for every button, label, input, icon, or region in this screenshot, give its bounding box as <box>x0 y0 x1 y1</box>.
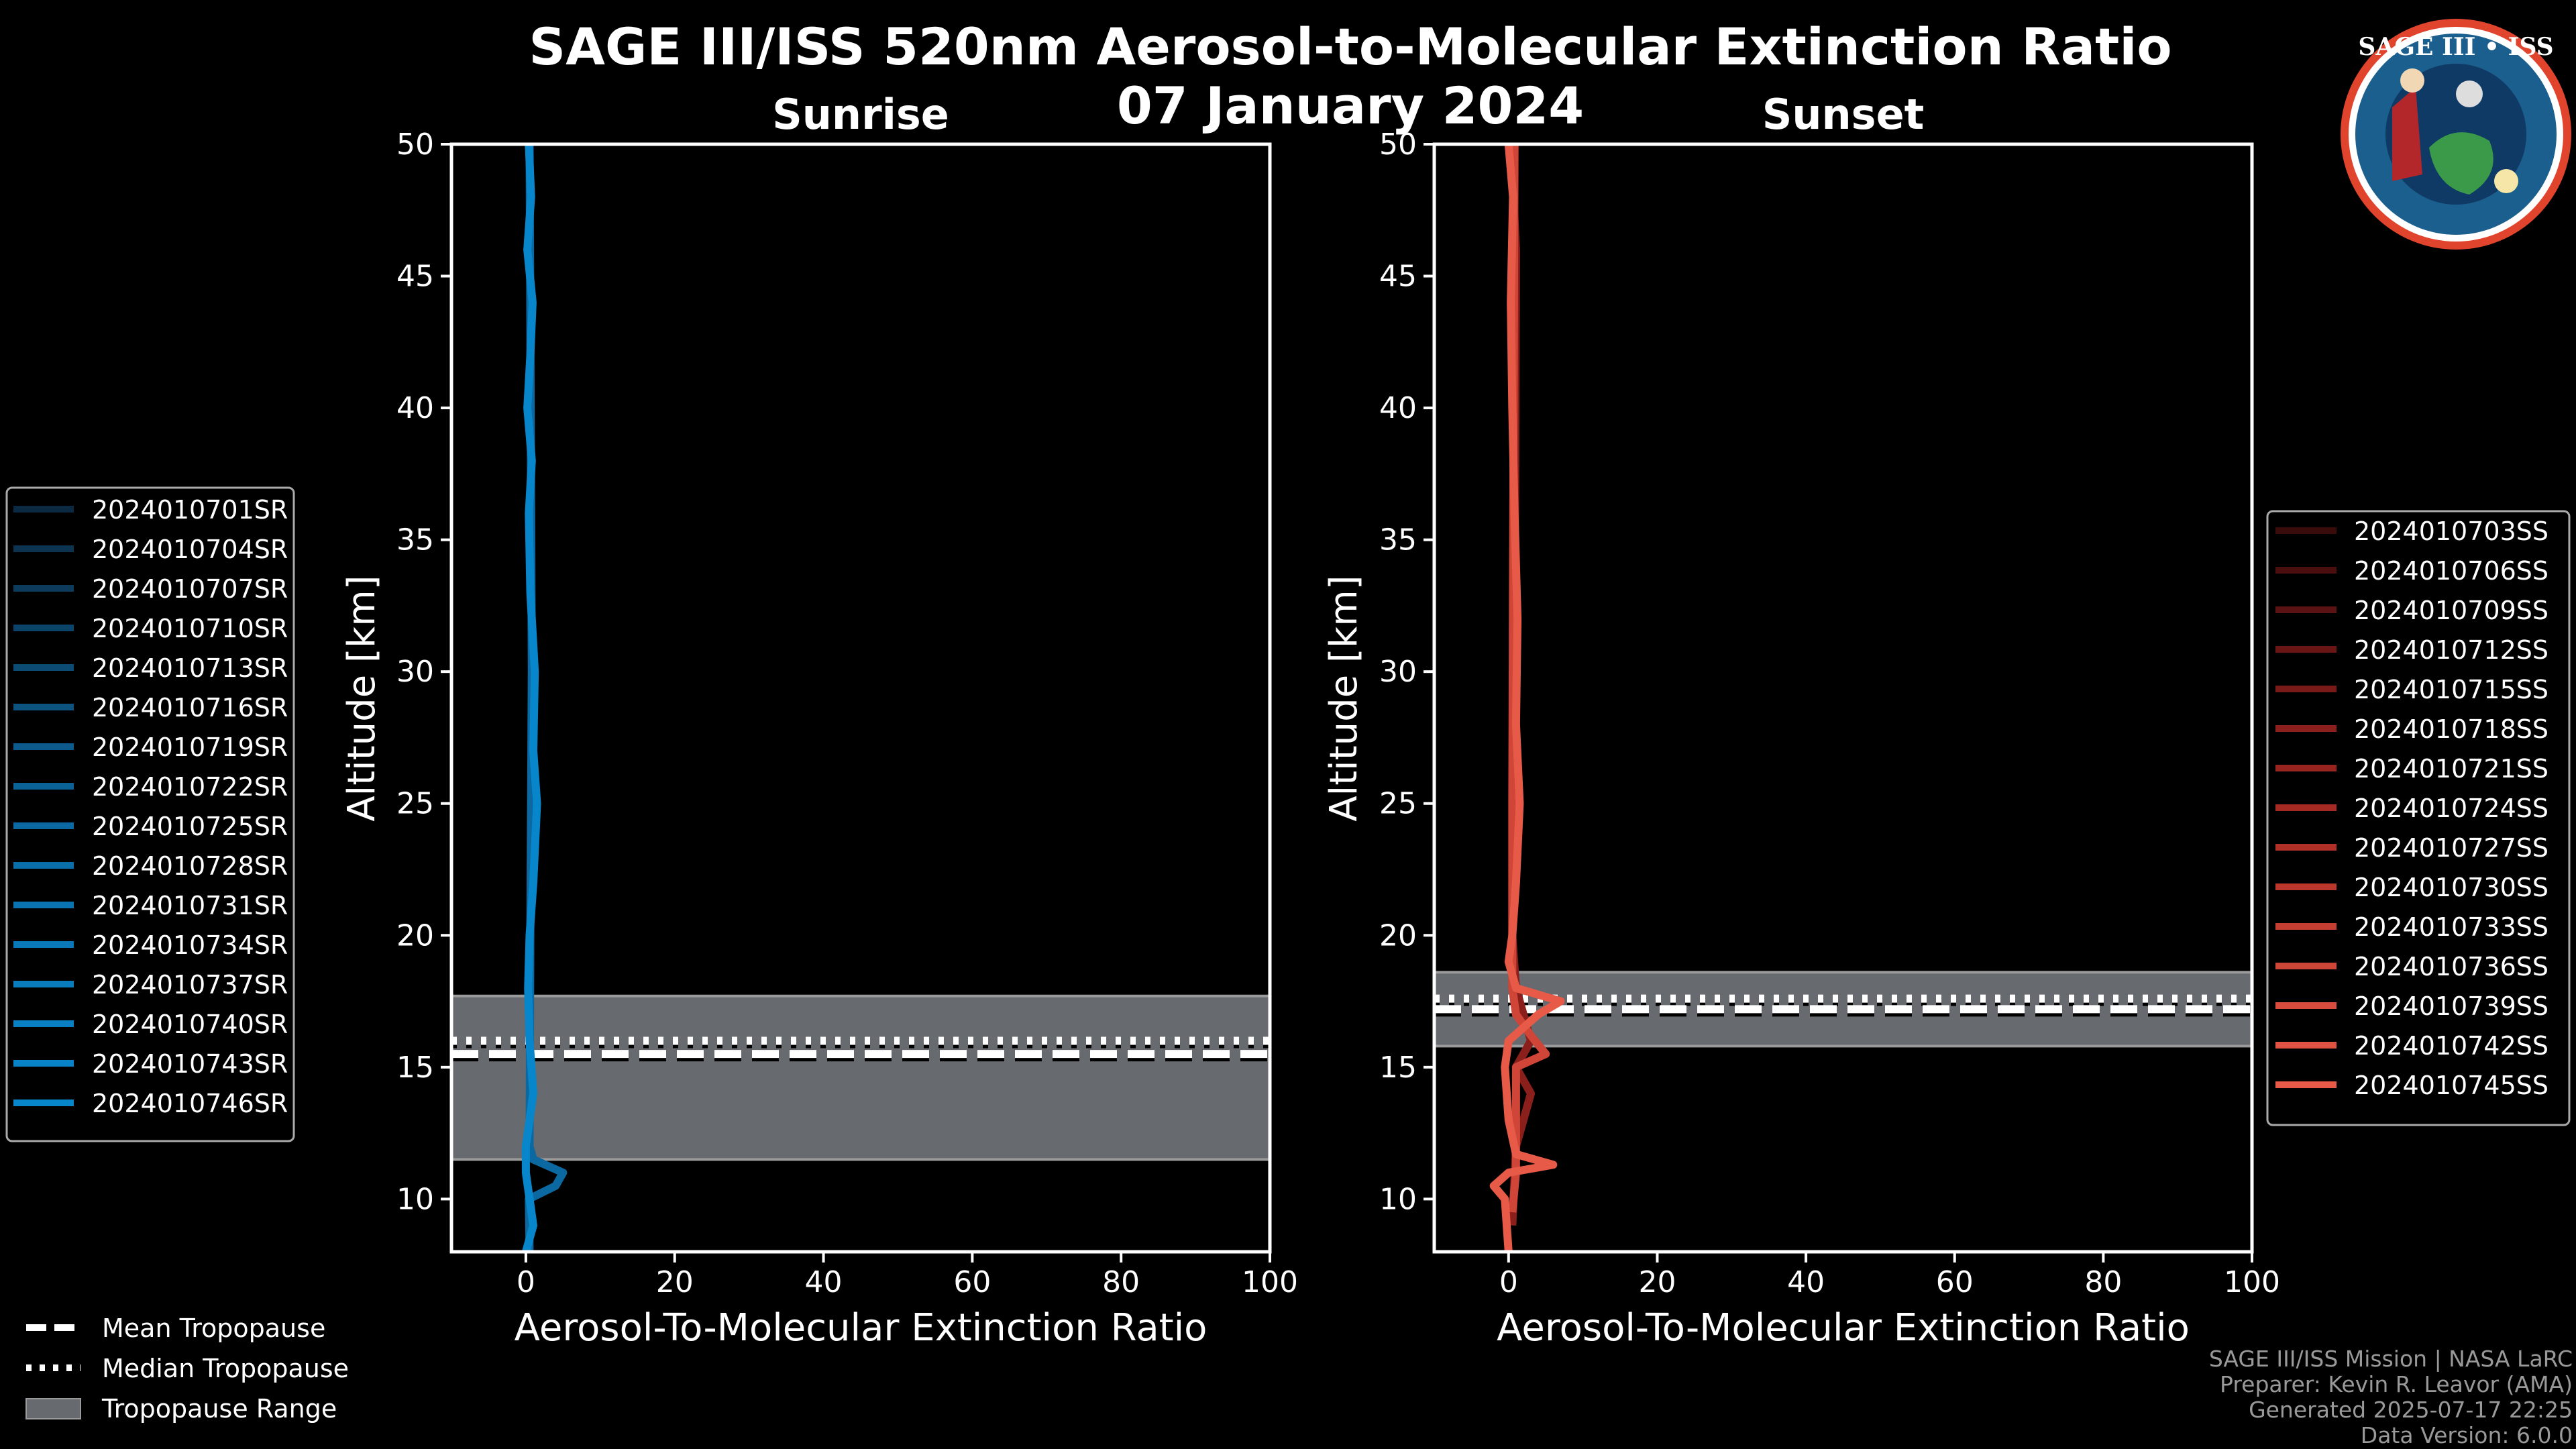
y-tick-label: 30 <box>396 655 434 689</box>
y-tick-label: 40 <box>396 391 434 425</box>
x-tick-label: 80 <box>1102 1265 1140 1299</box>
legend-label: 2024010716SR <box>92 693 288 722</box>
legend-label: 2024010730SS <box>2354 873 2548 902</box>
legend-label: Median Tropopause <box>102 1354 349 1383</box>
figure-title: SAGE III/ISS 520nm Aerosol-to-Molecular … <box>529 17 2171 76</box>
profile-2024010745SS <box>1489 144 1565 1252</box>
legend-swatch <box>25 1398 81 1419</box>
legend-label: 2024010718SS <box>2354 714 2548 744</box>
legend-label: 2024010712SS <box>2354 635 2548 665</box>
legend-label: 2024010719SR <box>92 733 288 762</box>
earth-icon <box>2429 132 2493 195</box>
tropopause-legend: Mean Tropopause Median Tropopause Tropopau… <box>25 1313 349 1424</box>
legend-label: 2024010728SR <box>92 851 288 881</box>
x-tick-label: 80 <box>2084 1265 2122 1299</box>
y-tick-label: 20 <box>396 918 434 953</box>
y-tick-label: 10 <box>1379 1182 1417 1216</box>
legend-sunrise: 2024010701SR 2024010704SR 2024010707SR 2024… <box>5 486 295 1142</box>
legend-label: 2024010733SS <box>2354 912 2548 942</box>
subplot-title: Sunset <box>1762 90 1925 139</box>
legend-label: 2024010715SS <box>2354 675 2548 704</box>
x-tick-label: 100 <box>2224 1265 2280 1299</box>
figure-icon <box>2392 87 2422 181</box>
footer-line: Generated 2025-07-17 22:25 <box>2249 1397 2573 1423</box>
figure-date: 07 January 2024 <box>1117 76 1584 136</box>
logo-text: SAGE III • ISS <box>2358 33 2553 61</box>
y-tick-label: 15 <box>1379 1051 1417 1085</box>
legend-label: 2024010739SS <box>2354 991 2548 1021</box>
legend-label: 2024010725SR <box>92 812 288 841</box>
x-tick-label: 20 <box>656 1265 694 1299</box>
subplot-title: Sunrise <box>772 90 949 139</box>
legend-label: 2024010721SS <box>2354 754 2548 784</box>
y-tick-label: 20 <box>1379 918 1417 953</box>
y-tick-label: 50 <box>1379 127 1417 162</box>
x-tick-label: 100 <box>1242 1265 1298 1299</box>
legend-label: 2024010736SS <box>2354 952 2548 981</box>
profile-2024010746SR <box>521 144 541 1253</box>
x-tick-label: 40 <box>805 1265 843 1299</box>
footer-line: SAGE III/ISS Mission | NASA LaRC <box>2209 1346 2573 1372</box>
legend-label: 2024010701SR <box>92 495 288 525</box>
y-tick-label: 35 <box>396 523 434 557</box>
y-tick-label: 45 <box>396 260 434 294</box>
legend-label: 2024010704SR <box>92 535 288 564</box>
credits-footer: SAGE III/ISS Mission | NASA LaRCPreparer… <box>2209 1346 2573 1448</box>
x-axis-label: Aerosol-To-Molecular Extinction Ratio <box>1497 1306 2190 1350</box>
plot-area <box>1434 144 2252 1252</box>
x-tick-label: 20 <box>1638 1265 1676 1299</box>
legend-label: 2024010745SS <box>2354 1071 2548 1100</box>
axes-frame <box>1432 142 2254 1254</box>
y-tick-label: 50 <box>396 127 434 162</box>
y-tick-label: 15 <box>396 1051 434 1085</box>
legend-label: 2024010706SS <box>2354 556 2548 586</box>
y-tick-label: 10 <box>396 1182 434 1216</box>
sage-iii-iss-logo: SAGE III • ISS <box>2341 19 2571 250</box>
x-tick-label: 60 <box>953 1265 991 1299</box>
x-axis-label: Aerosol-To-Molecular Extinction Ratio <box>515 1306 1208 1350</box>
footer-line: Preparer: Kevin R. Leavor (AMA) <box>2220 1371 2573 1397</box>
legend-label: Tropopause Range <box>101 1394 337 1424</box>
y-axis-label: Altitude [km] <box>1322 575 1366 821</box>
x-tick-label: 40 <box>1787 1265 1825 1299</box>
legend-label: 2024010746SR <box>92 1089 288 1118</box>
legend-label: 2024010722SR <box>92 772 288 802</box>
legend-label: 2024010727SS <box>2354 833 2548 863</box>
y-tick-label: 25 <box>1379 787 1417 821</box>
legend-label: 2024010734SR <box>92 930 288 960</box>
tropopause-range-band <box>450 994 1271 1161</box>
legend-label: Mean Tropopause <box>102 1313 325 1343</box>
axes-frame <box>449 142 1272 1254</box>
legend-label: 2024010743SR <box>92 1049 288 1079</box>
legend-sunset: 2024010703SS 2024010706SS 2024010709SS 2024… <box>2266 510 2571 1126</box>
plot-sunrise: 0 20 40 60 80 100 10 15 20 25 30 35 40 45 50 Sunrise Aer… <box>340 90 1298 1350</box>
y-tick-label: 30 <box>1379 655 1417 689</box>
legend-label: 2024010709SS <box>2354 596 2548 625</box>
legend-label: 2024010737SR <box>92 970 288 1000</box>
x-tick-label: 60 <box>1936 1265 1974 1299</box>
footer-line: Data Version: 6.0.0 <box>2361 1422 2573 1448</box>
legend-label: 2024010731SR <box>92 891 288 920</box>
y-tick-label: 40 <box>1379 391 1417 425</box>
legend-label: 2024010724SS <box>2354 794 2548 823</box>
plot-sunset: 0 20 40 60 80 100 10 15 20 25 30 35 40 45 50 Sunset Aero… <box>1322 90 2280 1350</box>
legend-label: 2024010713SR <box>92 653 288 683</box>
y-axis-label: Altitude [km] <box>340 575 384 821</box>
legend-label: 2024010710SR <box>92 614 288 643</box>
y-tick-label: 45 <box>1379 260 1417 294</box>
y-tick-label: 25 <box>396 787 434 821</box>
y-tick-label: 35 <box>1379 523 1417 557</box>
legend-label: 2024010703SS <box>2354 517 2548 546</box>
legend-label: 2024010740SR <box>92 1010 288 1039</box>
legend-label: 2024010742SS <box>2354 1031 2548 1061</box>
x-tick-label: 0 <box>517 1265 535 1299</box>
legend-label: 2024010707SR <box>92 574 288 604</box>
x-tick-label: 0 <box>1499 1265 1518 1299</box>
